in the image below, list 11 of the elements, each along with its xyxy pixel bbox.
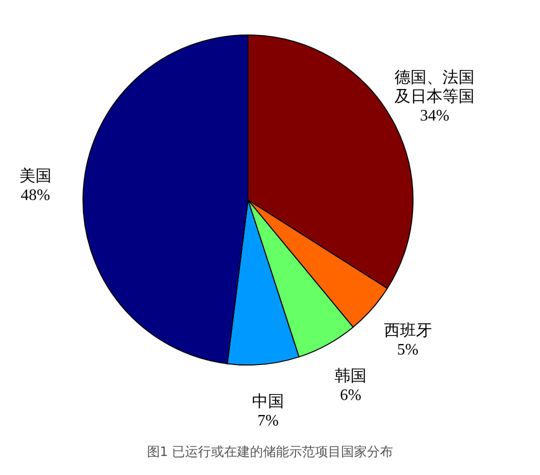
data-label: 5% (397, 341, 418, 358)
data-label: 48% (20, 186, 50, 204)
slice-label: 中国 (252, 392, 284, 410)
data-label: 6% (340, 386, 362, 404)
text: 图1 已运行或在建的储能示范项目国家分布 (146, 444, 394, 460)
slice-label: 美国 (19, 166, 52, 185)
data-label: 34% (420, 107, 450, 124)
slice-label: 韩国 (334, 366, 367, 385)
slice-label: 德国、法国及日本等国 (394, 68, 475, 106)
slice-label: 西班牙 (384, 321, 432, 340)
data-label: 7% (257, 412, 279, 430)
